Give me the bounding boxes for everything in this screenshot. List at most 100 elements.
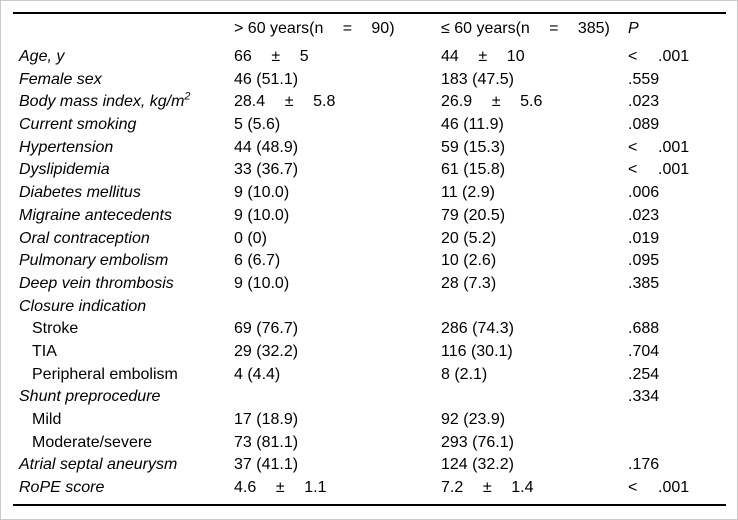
cell-p-value: .254 bbox=[628, 364, 659, 387]
row-label: RoPE score bbox=[19, 479, 105, 497]
cell-p-value: .334 bbox=[628, 386, 659, 409]
p-value: .176 bbox=[628, 456, 660, 474]
less-than-sign: < bbox=[628, 48, 638, 65]
table-row: Peripheral embolism 4 (4.4) 8 (2.1) .254 bbox=[1, 364, 737, 387]
plus-minus-sign: ± bbox=[482, 479, 492, 497]
cell-under60: 20 (5.2) bbox=[441, 229, 497, 247]
p-value: .704 bbox=[628, 342, 660, 360]
row-label: Hypertension bbox=[19, 138, 114, 156]
table-row: Oral contraception 0 (0) 20 (5.2) .019 bbox=[1, 228, 737, 251]
header-col-under60: ≤ 60 years(n = 385) bbox=[441, 17, 610, 40]
cell-p-value: .019 bbox=[628, 228, 659, 251]
cell-p-value: .559 bbox=[628, 69, 659, 92]
row-label: Mild bbox=[32, 411, 62, 428]
plus-minus-sign: ± bbox=[478, 48, 488, 65]
row-label: Peripheral embolism bbox=[32, 365, 178, 383]
table-row: Migraine antecedents 9 (10.0) 79 (20.5) .02… bbox=[1, 205, 737, 228]
cell-over60: 33 (36.7) bbox=[234, 161, 299, 179]
less-than-sign: < bbox=[628, 479, 638, 497]
sd-value: 10 bbox=[506, 48, 525, 65]
cell-over60: 9 (10.0) bbox=[234, 184, 290, 202]
mean-value: 7.2 bbox=[441, 479, 464, 497]
cell-p-value: < .001 bbox=[628, 477, 689, 500]
cell-p-value: < .001 bbox=[628, 159, 689, 182]
table-row: TIA 29 (32.2) 116 (30.1) .704 bbox=[1, 341, 737, 364]
plus-minus-sign: ± bbox=[271, 48, 281, 65]
cell-over60: 73 (81.1) bbox=[234, 433, 299, 451]
row-label: Diabetes mellitus bbox=[19, 184, 141, 202]
mean-value: 26.9 bbox=[441, 93, 473, 111]
row-label: Migraine antecedents bbox=[19, 206, 172, 224]
cell-over60: 5 (5.6) bbox=[234, 116, 281, 134]
row-label: Moderate/severe bbox=[32, 433, 153, 451]
p-value: .001 bbox=[658, 161, 690, 179]
cell-p-value: .089 bbox=[628, 114, 659, 137]
cell-p-value: .176 bbox=[628, 454, 659, 477]
mean-value: 66 bbox=[234, 48, 252, 65]
row-label: TIA bbox=[32, 342, 57, 360]
table-header-row: > 60 years(n = 90) ≤ 60 years(n = 385) P bbox=[1, 17, 737, 40]
cell-p-value: .023 bbox=[628, 91, 659, 114]
cell-p-value: .704 bbox=[628, 341, 659, 364]
plus-minus-sign: ± bbox=[275, 479, 285, 497]
table-row: Atrial septal aneurysm 37 (41.1) 124 (32.2… bbox=[1, 454, 737, 477]
cell-over60: 66 ±5 bbox=[234, 46, 309, 69]
cell-under60: 44 ±10 bbox=[441, 46, 525, 69]
p-value: .385 bbox=[628, 274, 660, 292]
row-label: Deep vein thrombosis bbox=[19, 274, 174, 292]
less-than-sign: < bbox=[628, 138, 638, 156]
header-over60-n: 90) bbox=[371, 20, 395, 37]
table-row: Current smoking 5 (5.6) 46 (11.9) .089 bbox=[1, 114, 737, 137]
sd-value: 5 bbox=[299, 48, 309, 65]
cell-over60: 44 (48.9) bbox=[234, 138, 299, 156]
sd-value: 1.1 bbox=[304, 479, 327, 497]
table-row: Closure indication bbox=[1, 296, 737, 319]
plus-minus-sign: ± bbox=[284, 93, 294, 111]
less-than-sign: < bbox=[628, 161, 638, 179]
row-label: Oral contraception bbox=[19, 229, 150, 247]
header-under60-equals: = bbox=[549, 20, 559, 37]
cell-under60: 10 (2.6) bbox=[441, 252, 497, 270]
row-label-superscript: 2 bbox=[184, 91, 191, 104]
cell-over60: 37 (41.1) bbox=[234, 456, 299, 474]
cell-over60: 29 (32.2) bbox=[234, 342, 299, 360]
cell-under60: 183 (47.5) bbox=[441, 70, 514, 88]
plus-minus-sign: ± bbox=[491, 93, 501, 111]
p-value: .023 bbox=[628, 206, 660, 224]
table-row: Hypertension 44 (48.9) 59 (15.3) < .001 bbox=[1, 137, 737, 160]
cell-p-value: < .001 bbox=[628, 46, 689, 69]
cell-over60: 28.4 ±5.8 bbox=[234, 91, 335, 114]
row-label: Dyslipidemia bbox=[19, 161, 110, 179]
cell-under60: 92 (23.9) bbox=[441, 411, 506, 428]
cell-under60: 286 (74.3) bbox=[441, 320, 514, 338]
p-value: .001 bbox=[658, 479, 690, 497]
table-row: Shunt preprocedure .334 bbox=[1, 386, 737, 409]
row-label: Female sex bbox=[19, 70, 102, 88]
p-value: .254 bbox=[628, 365, 660, 383]
table-bottom-rule bbox=[13, 504, 726, 506]
header-over60-equals: = bbox=[342, 20, 353, 37]
mean-value: 44 bbox=[441, 48, 459, 65]
table-row: Age, y 66 ±5 44 ±10 < .001 bbox=[1, 46, 737, 69]
cell-over60: 6 (6.7) bbox=[234, 252, 281, 270]
table-row: Dyslipidemia 33 (36.7) 61 (15.8) < .001 bbox=[1, 159, 737, 182]
cell-under60: 79 (20.5) bbox=[441, 206, 506, 224]
cell-over60: 4.6 ±1.1 bbox=[234, 477, 327, 500]
p-value: .089 bbox=[628, 116, 660, 134]
sd-value: 5.6 bbox=[520, 93, 543, 111]
mean-value: 4.6 bbox=[234, 479, 257, 497]
table-row: Pulmonary embolism 6 (6.7) 10 (2.6) .095 bbox=[1, 250, 737, 273]
table-row: Mild 17 (18.9) 92 (23.9) bbox=[1, 409, 737, 432]
cell-under60: 28 (7.3) bbox=[441, 274, 497, 292]
cell-over60: 9 (10.0) bbox=[234, 274, 290, 292]
p-value: .001 bbox=[658, 48, 690, 65]
p-value: .023 bbox=[628, 93, 660, 111]
cell-over60: 0 (0) bbox=[234, 229, 267, 247]
cell-under60: 61 (15.8) bbox=[441, 161, 506, 179]
table-row: Stroke 69 (76.7) 286 (74.3) .688 bbox=[1, 318, 737, 341]
table-row: RoPE score 4.6 ±1.1 7.2 ±1.4 < .001 bbox=[1, 477, 737, 500]
cell-under60: 116 (30.1) bbox=[441, 342, 513, 360]
table-top-rule bbox=[13, 12, 726, 14]
p-value: .095 bbox=[628, 252, 660, 270]
